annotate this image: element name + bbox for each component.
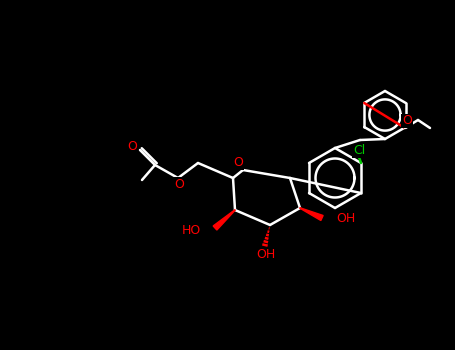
Text: Cl: Cl	[353, 145, 365, 158]
Text: HO: HO	[182, 224, 201, 237]
Text: O: O	[233, 156, 243, 169]
Text: O: O	[127, 140, 137, 154]
Polygon shape	[213, 210, 235, 230]
Text: OH: OH	[336, 212, 355, 225]
Text: OH: OH	[256, 247, 276, 260]
Polygon shape	[300, 208, 323, 220]
Text: O: O	[402, 114, 412, 127]
Text: O: O	[174, 177, 184, 190]
